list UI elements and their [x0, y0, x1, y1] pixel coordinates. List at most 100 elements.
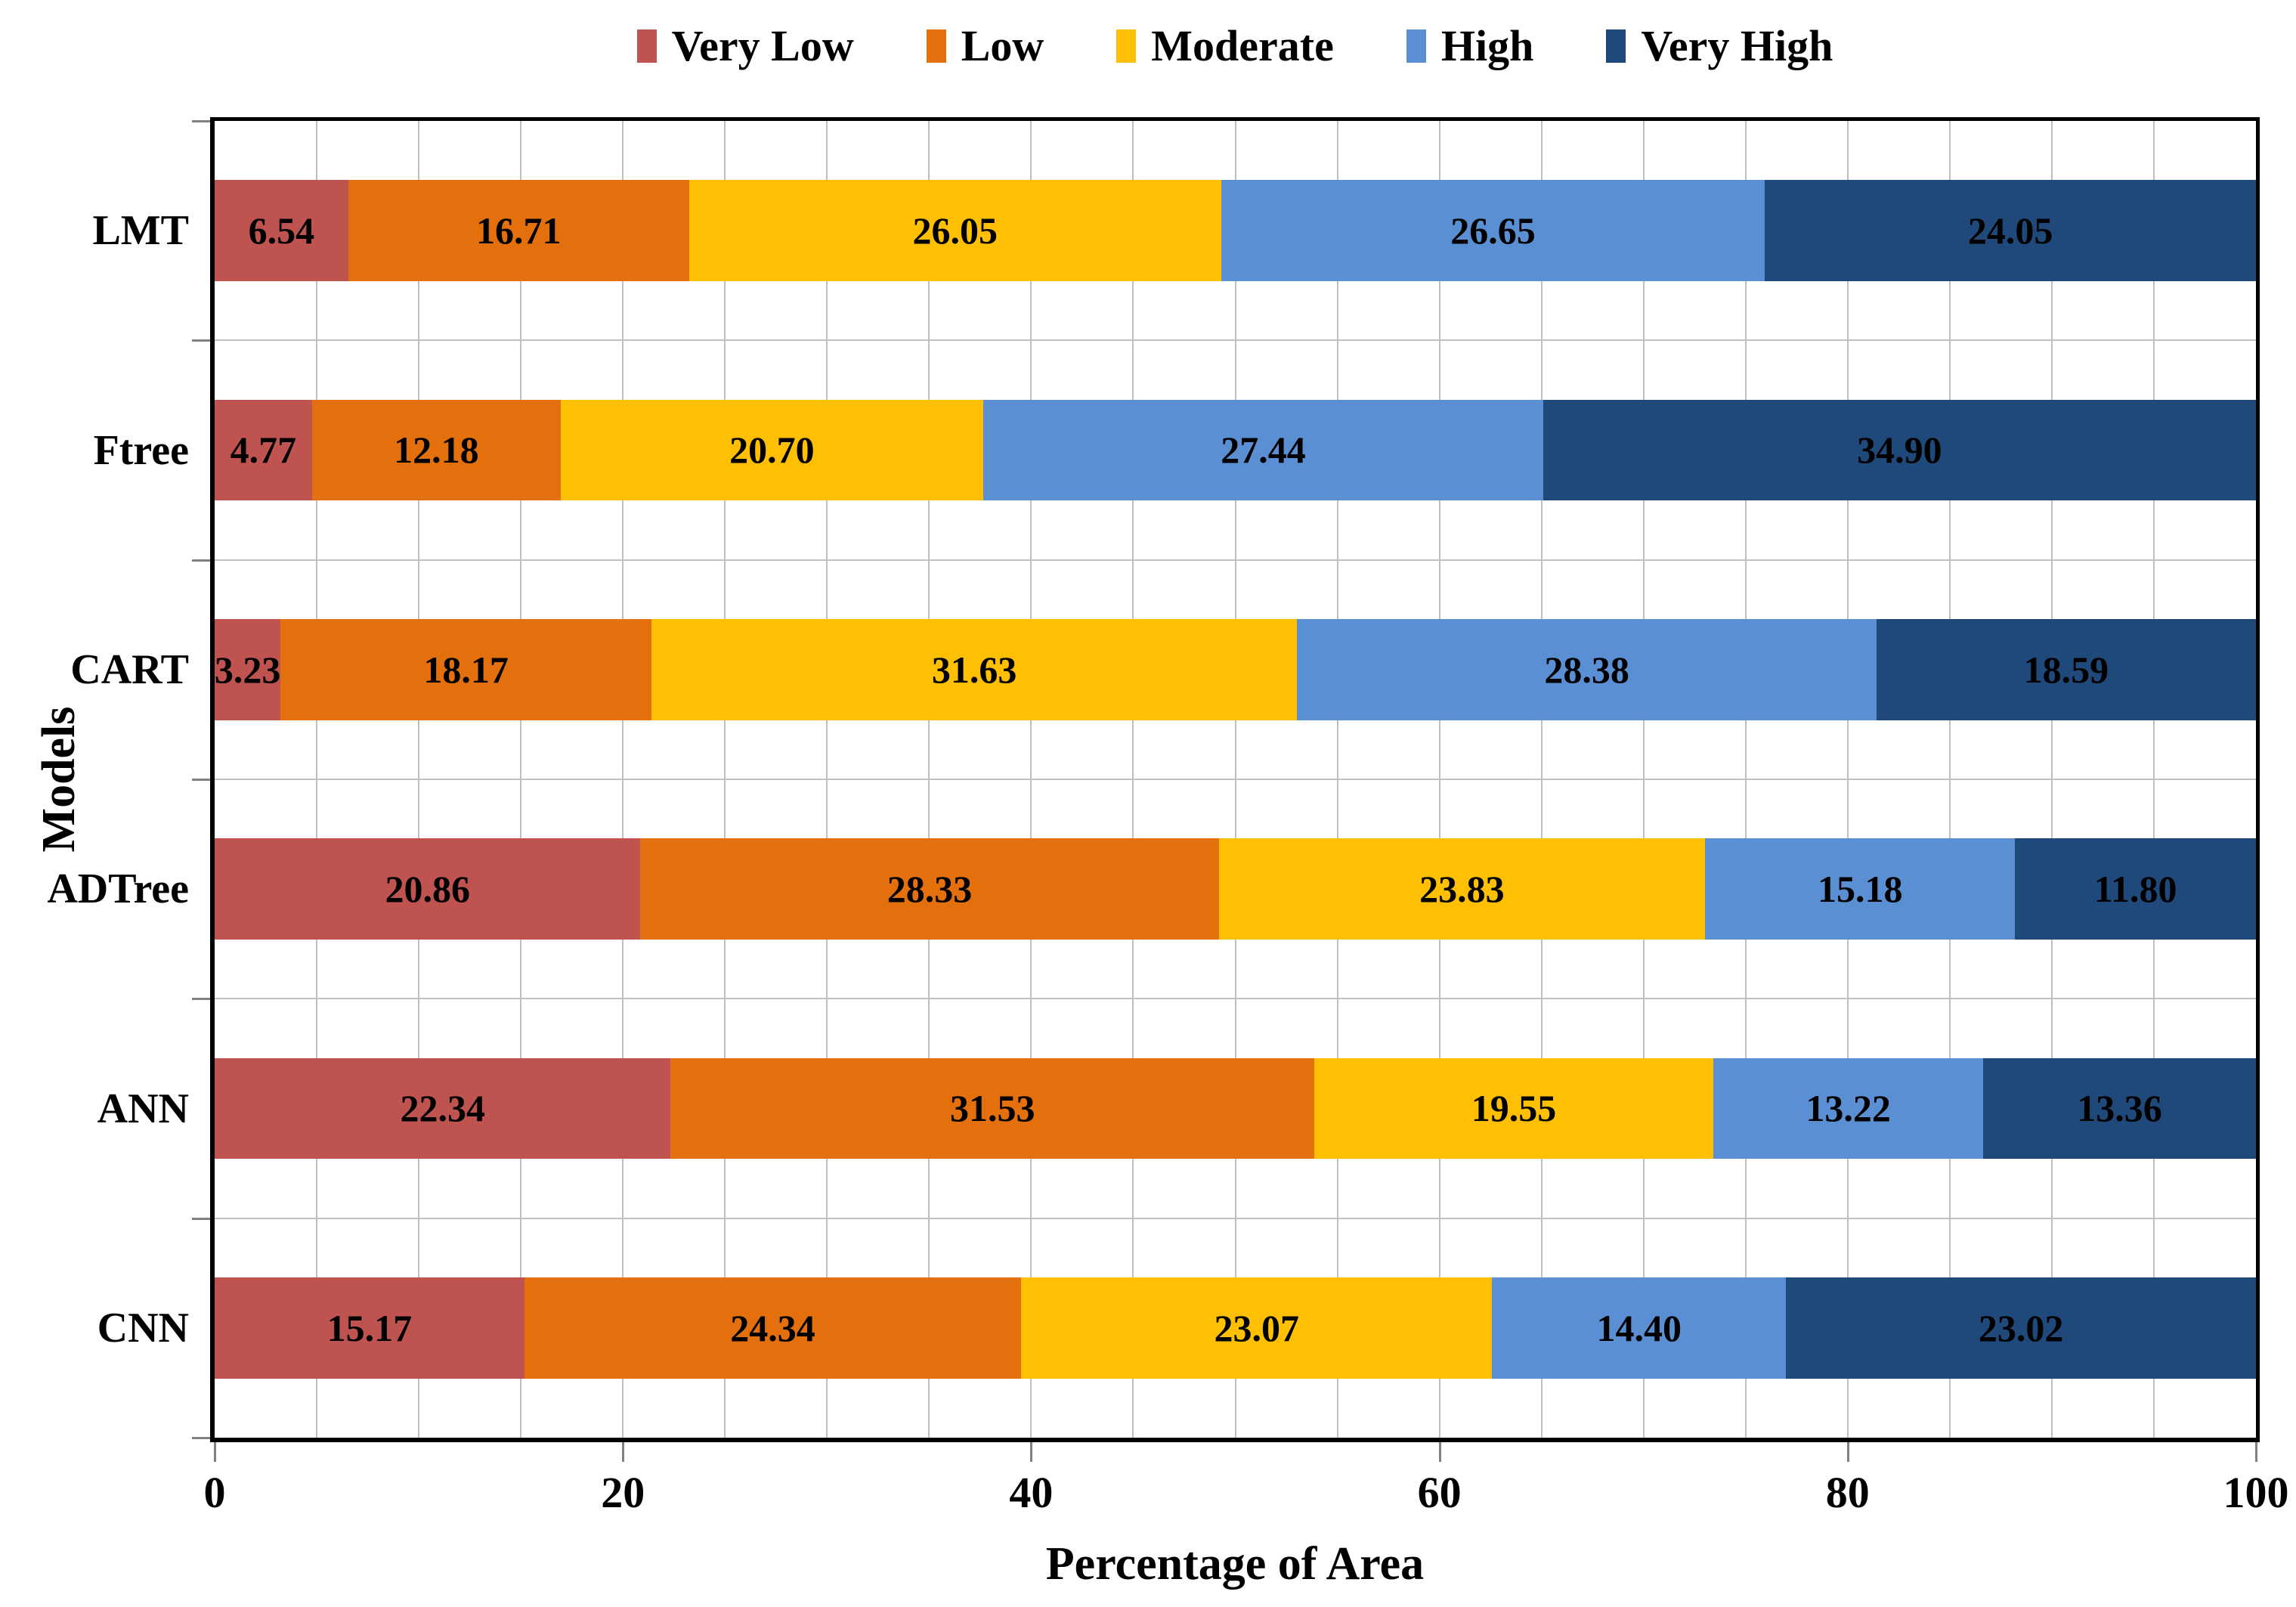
- legend-item-moderate: Moderate: [1116, 24, 1334, 68]
- bar-row-cart: 3.23 18.17 31.63 28.38 18.59: [215, 619, 2256, 720]
- grid-line-horizontal: [215, 998, 2256, 1000]
- bar-segment-cnn-very-high: 23.02: [1786, 1277, 2256, 1379]
- y-axis-title: Models: [33, 706, 85, 853]
- x-axis-title: Percentage of Area: [1045, 1538, 1425, 1590]
- bar-segment-ann-moderate: 19.55: [1314, 1057, 1714, 1160]
- y-axis-tick: [192, 339, 210, 342]
- bar-segment-value: 14.40: [1596, 1306, 1682, 1349]
- legend-swatch-very-high: [1606, 29, 1626, 63]
- bar-segment-value: 27.44: [1221, 429, 1306, 472]
- x-axis-tick-label: 0: [203, 1468, 226, 1517]
- bar-segment-value: 15.17: [326, 1306, 413, 1349]
- category-label-cnn: CNN: [97, 1304, 189, 1352]
- bar-segment-cnn-high: 14.40: [1492, 1277, 1787, 1379]
- legend-item-high: High: [1406, 21, 1534, 70]
- bar-segment-value: 23.02: [1978, 1306, 2064, 1349]
- bar-segment-value: 24.05: [1967, 209, 2053, 252]
- legend-swatch-low: [926, 29, 946, 63]
- grid-line-horizontal: [215, 559, 2256, 561]
- y-axis-tick: [192, 1437, 210, 1439]
- bar-segment-adtree-low: 28.33: [640, 838, 1219, 940]
- bar-segment-adtree-very-high: 11.80: [2015, 838, 2256, 940]
- x-axis-tick-label: 80: [1825, 1468, 1870, 1517]
- chart-legend: Very Low Low Moderate High Very High: [210, 5, 2260, 88]
- legend-label: Very High: [1641, 21, 1833, 70]
- x-axis-tick: [214, 1442, 216, 1462]
- bar-segment-value: 22.34: [400, 1087, 485, 1130]
- legend-label: High: [1440, 21, 1534, 70]
- x-axis-tick-label: 40: [1009, 1468, 1054, 1517]
- bar-segment-cart-high: 28.38: [1297, 619, 1877, 720]
- bar-segment-ann-very-high: 13.36: [1983, 1057, 2256, 1160]
- bar-segment-ftree-high: 27.44: [982, 399, 1544, 501]
- x-axis-tick: [2255, 1442, 2257, 1462]
- y-axis-tick: [192, 998, 210, 1001]
- bar-segment-lmt-high: 26.65: [1221, 180, 1765, 281]
- bar-segment-cart-moderate: 31.63: [651, 619, 1298, 720]
- bar-segment-ftree-very-low: 4.77: [215, 399, 312, 501]
- legend-item-low: Low: [926, 21, 1044, 70]
- y-axis-tick: [192, 779, 210, 781]
- bar-segment-value: 31.63: [931, 648, 1017, 691]
- bar-segment-value: 28.33: [887, 868, 973, 911]
- bar-segment-ann-very-low: 22.34: [215, 1057, 671, 1160]
- bar-segment-value: 28.38: [1544, 648, 1629, 691]
- bar-segment-value: 12.18: [394, 429, 479, 472]
- x-axis-tick: [622, 1442, 625, 1462]
- bar-row-lmt: 6.54 16.71 26.05 26.65 24.05: [215, 180, 2256, 281]
- bar-segment-value: 24.34: [730, 1306, 815, 1349]
- bar-segment-ann-high: 13.22: [1713, 1057, 1984, 1160]
- bar-segment-value: 13.22: [1806, 1087, 1891, 1130]
- bar-segment-cart-low: 18.17: [280, 619, 651, 720]
- bar-row-cnn: 15.17 24.34 23.07 14.40 23.02: [215, 1277, 2256, 1379]
- bar-segment-value: 18.17: [423, 648, 509, 691]
- bar-segment-adtree-moderate: 23.83: [1218, 838, 1706, 940]
- bar-segment-lmt-moderate: 26.05: [688, 180, 1221, 281]
- grid-line-horizontal: [215, 779, 2256, 780]
- bar-segment-lmt-very-low: 6.54: [215, 180, 348, 281]
- x-axis-tick: [1030, 1442, 1033, 1462]
- category-label-adtree: ADTree: [47, 865, 189, 913]
- grid-line-horizontal: [215, 1217, 2256, 1219]
- bar-segment-value: 34.90: [1857, 429, 1942, 472]
- legend-swatch-moderate: [1116, 29, 1137, 63]
- bar-segment-cart-very-high: 18.59: [1876, 619, 2256, 720]
- legend-swatch-very-low: [636, 29, 657, 63]
- bar-segment-value: 18.59: [2023, 648, 2109, 691]
- bar-segment-value: 4.77: [230, 429, 297, 472]
- x-axis-tick-label: 20: [601, 1468, 645, 1517]
- x-axis-tick-label: 100: [2223, 1468, 2289, 1517]
- plot-inner: 6.54 16.71 26.05 26.65 24.05 4.77 12.18 20.70 27…: [215, 121, 2256, 1438]
- legend-swatch-high: [1406, 29, 1426, 63]
- bar-segment-value: 6.54: [248, 209, 315, 252]
- category-label-ann: ANN: [97, 1085, 189, 1132]
- bar-segment-value: 26.05: [912, 209, 998, 252]
- bar-segment-ftree-moderate: 20.70: [560, 399, 983, 501]
- bar-segment-lmt-low: 16.71: [348, 180, 689, 281]
- x-axis-tick: [1846, 1442, 1849, 1462]
- bar-segment-value: 15.18: [1818, 868, 1903, 911]
- bar-segment-cnn-moderate: 23.07: [1021, 1277, 1493, 1379]
- category-label-lmt: LMT: [92, 207, 189, 255]
- bar-segment-value: 31.53: [949, 1087, 1035, 1130]
- plot-area: 6.54 16.71 26.05 26.65 24.05 4.77 12.18 20.70 27…: [210, 117, 2260, 1442]
- bar-row-ftree: 4.77 12.18 20.70 27.44 34.90: [215, 399, 2256, 501]
- bar-segment-adtree-high: 15.18: [1705, 838, 2016, 940]
- bar-segment-cnn-very-low: 15.17: [215, 1277, 524, 1379]
- bar-segment-cnn-low: 24.34: [524, 1277, 1022, 1379]
- bar-segment-value: 20.86: [385, 868, 470, 911]
- bar-segment-value: 26.65: [1450, 209, 1536, 252]
- bar-row-ann: 22.34 31.53 19.55 13.22 13.36: [215, 1057, 2256, 1160]
- legend-label: Very Low: [671, 21, 854, 70]
- legend-label: Moderate: [1151, 21, 1334, 70]
- bar-row-adtree: 20.86 28.33 23.83 15.18 11.80: [215, 838, 2256, 940]
- y-axis-tick: [192, 1217, 210, 1220]
- legend-label: Low: [961, 21, 1044, 70]
- bar-segment-ann-low: 31.53: [670, 1057, 1315, 1160]
- bar-segment-value: 20.70: [729, 429, 815, 472]
- legend-item-very-high: Very High: [1606, 24, 1833, 68]
- y-axis-tick: [192, 120, 210, 122]
- legend-item-very-low: Very Low: [636, 21, 854, 70]
- y-axis-tick: [192, 559, 210, 562]
